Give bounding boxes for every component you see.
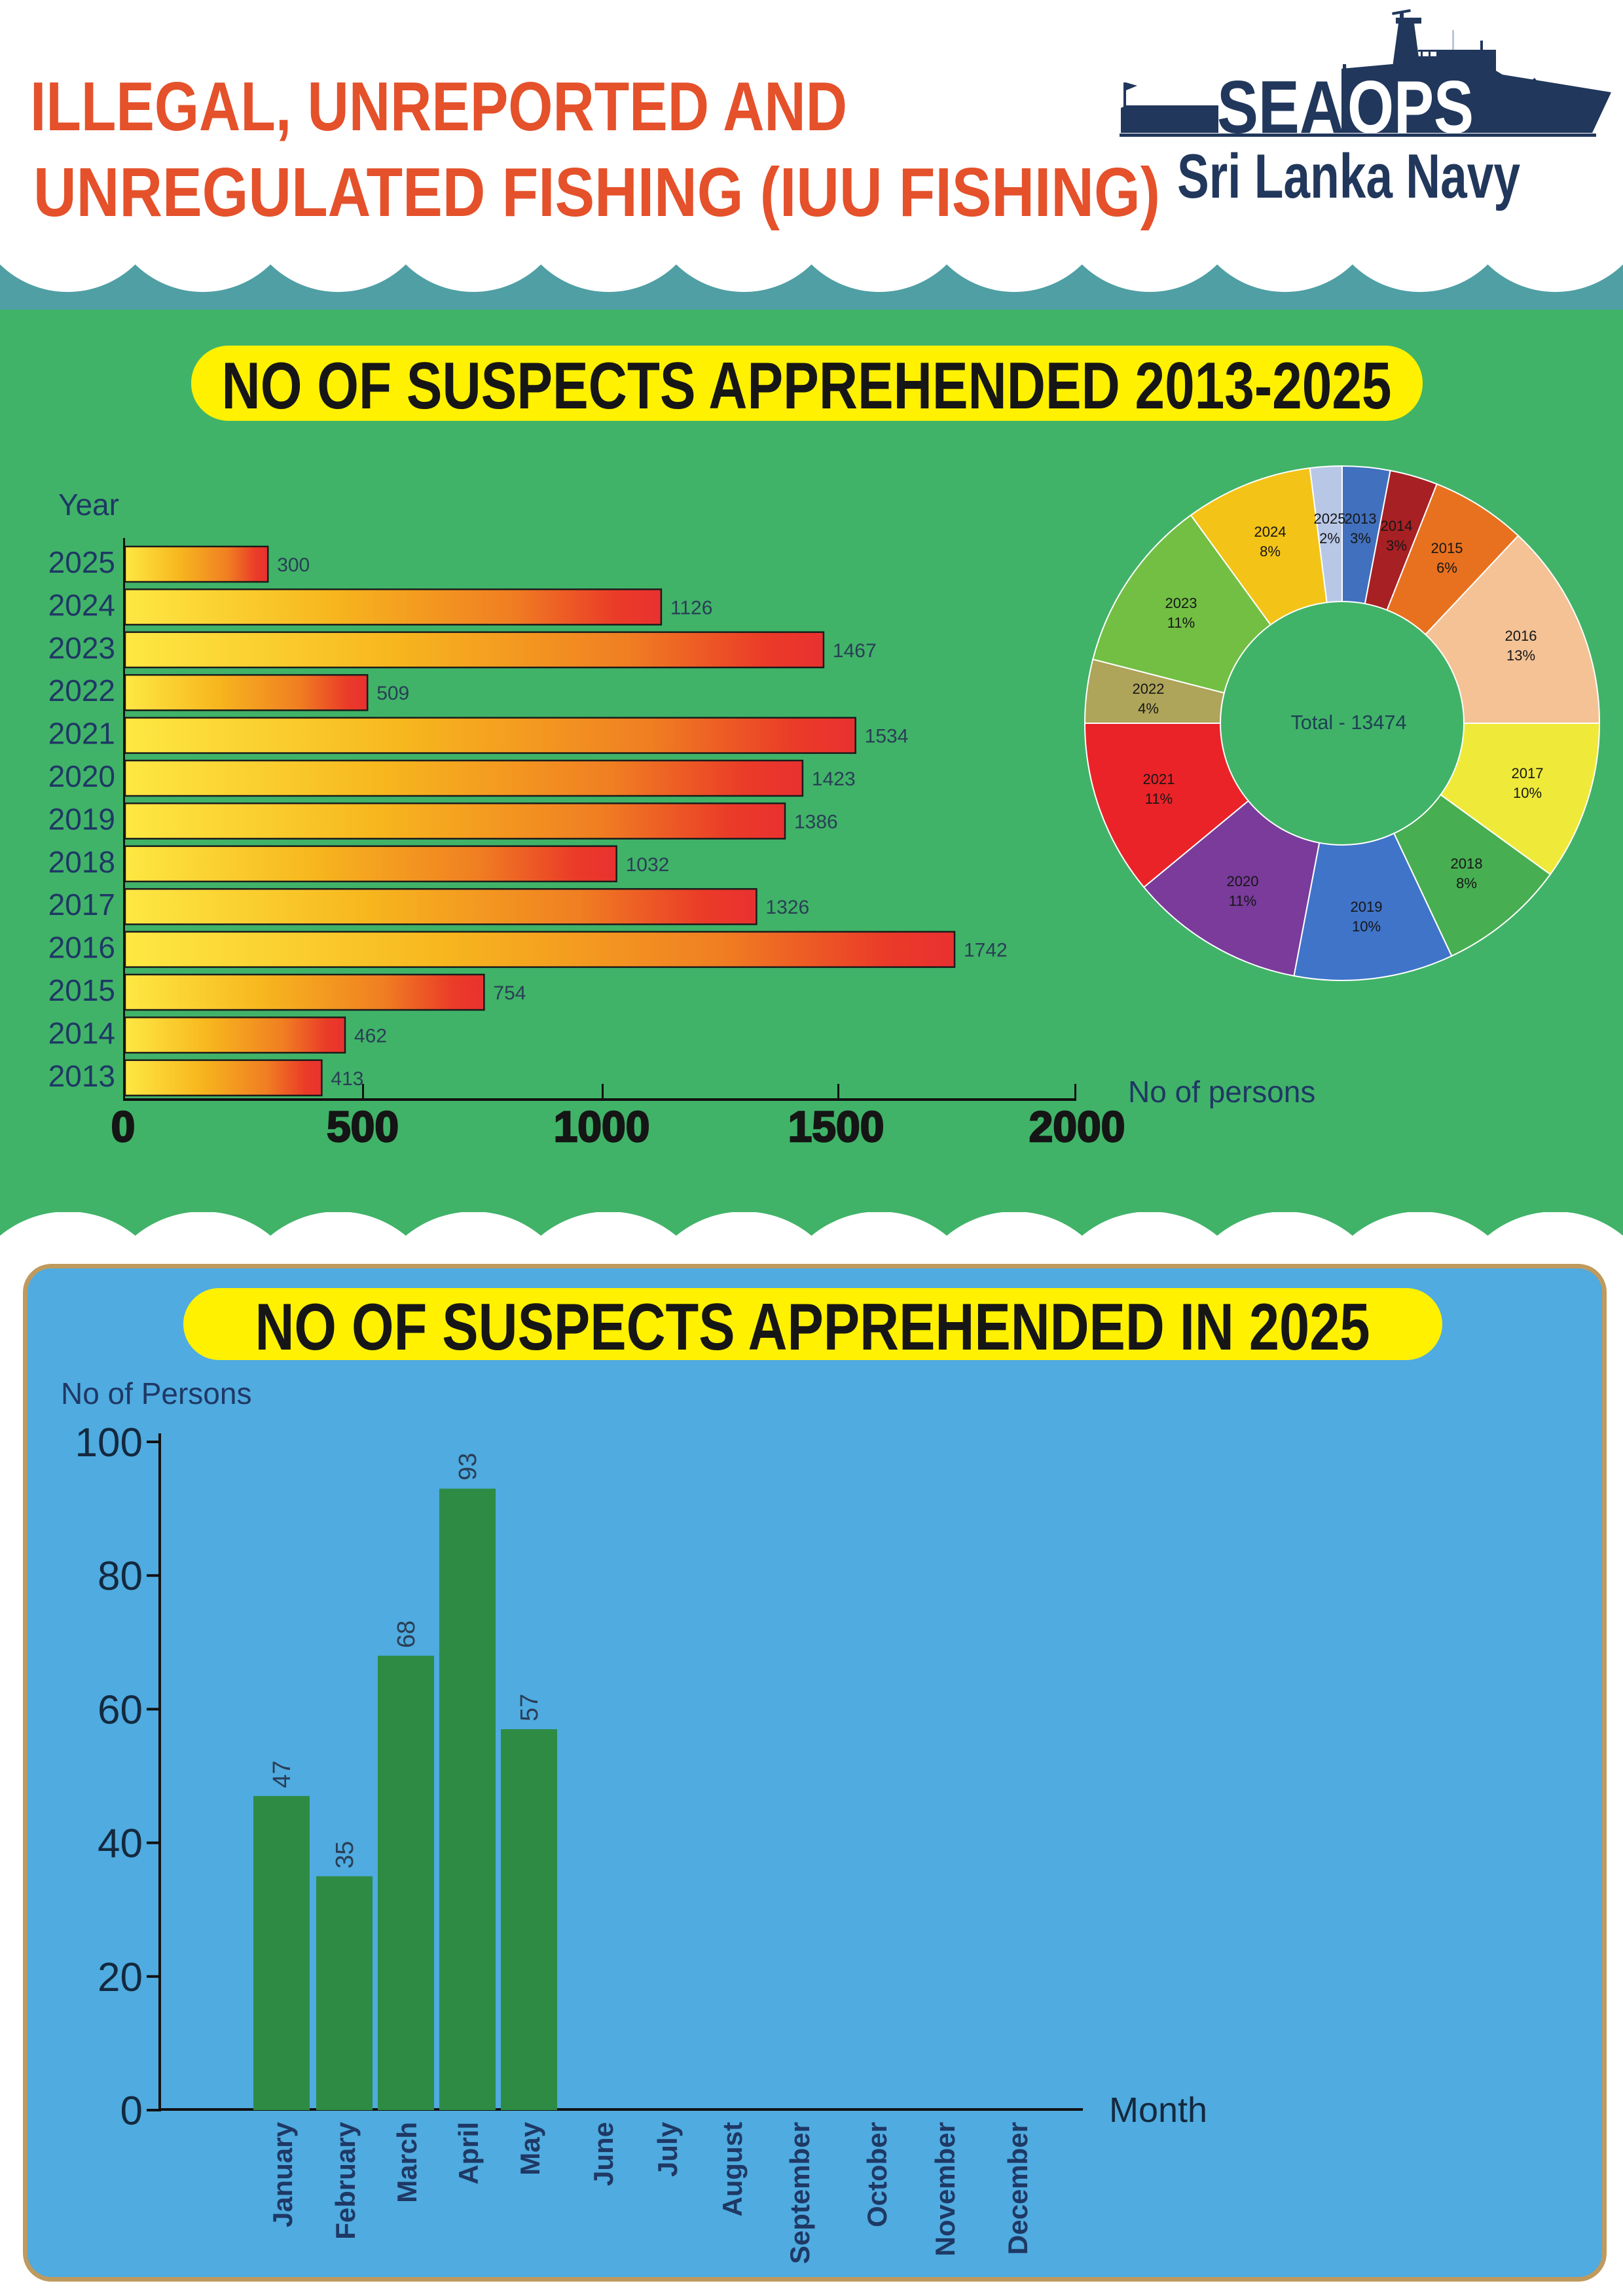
svg-text:1386: 1386 [794, 811, 838, 833]
svg-text:10%: 10% [1513, 785, 1542, 801]
svg-text:2019: 2019 [48, 802, 115, 836]
svg-text:1500: 1500 [788, 1102, 884, 1151]
svg-text:8%: 8% [1260, 543, 1281, 560]
svg-text:January: January [267, 2121, 298, 2227]
svg-text:2016: 2016 [48, 931, 115, 965]
svg-text:2021: 2021 [1143, 771, 1175, 787]
svg-text:6%: 6% [1436, 560, 1457, 576]
svg-text:2014: 2014 [1381, 518, 1413, 534]
svg-text:10%: 10% [1352, 918, 1381, 935]
svg-text:Month: Month [1109, 2090, 1207, 2130]
svg-text:3%: 3% [1350, 530, 1371, 547]
svg-text:80: 80 [98, 1554, 143, 1599]
svg-text:2023: 2023 [48, 631, 115, 665]
svg-text:2018: 2018 [48, 845, 115, 879]
svg-text:March: March [392, 2122, 422, 2203]
svg-text:1032: 1032 [626, 854, 670, 876]
svg-text:February: February [330, 2121, 361, 2239]
svg-text:40: 40 [98, 1821, 143, 1867]
svg-text:2024: 2024 [1254, 524, 1286, 540]
svg-text:1126: 1126 [670, 597, 713, 619]
svg-text:60: 60 [98, 1687, 143, 1732]
svg-text:93: 93 [454, 1453, 482, 1480]
svg-text:13%: 13% [1506, 647, 1535, 664]
svg-text:OPS: OPS [1347, 66, 1474, 149]
svg-text:Total - 13474: Total - 13474 [1291, 711, 1407, 734]
svg-text:11%: 11% [1229, 893, 1256, 909]
svg-text:June: June [588, 2122, 619, 2186]
svg-text:35: 35 [331, 1841, 359, 1869]
svg-text:8%: 8% [1456, 875, 1477, 891]
svg-text:2020: 2020 [48, 759, 115, 793]
svg-text:0: 0 [120, 2089, 143, 2134]
svg-text:2017: 2017 [1512, 765, 1544, 781]
svg-text:2013: 2013 [1345, 511, 1377, 527]
svg-text:2014: 2014 [48, 1016, 115, 1050]
svg-text:2025: 2025 [1314, 511, 1346, 527]
svg-text:100: 100 [75, 1420, 143, 1465]
svg-text:11%: 11% [1167, 615, 1195, 631]
svg-text:2015: 2015 [48, 973, 115, 1007]
svg-text:December: December [1002, 2122, 1033, 2255]
svg-text:509: 509 [376, 683, 409, 704]
svg-text:UNREGULATED FISHING (IUU FISHI: UNREGULATED FISHING (IUU FISHING) [33, 154, 1160, 231]
svg-text:No of Persons: No of Persons [61, 1376, 251, 1410]
svg-text:462: 462 [354, 1025, 387, 1047]
svg-text:2023: 2023 [1165, 595, 1197, 611]
svg-text:68: 68 [393, 1621, 420, 1648]
svg-text:August: August [717, 2122, 748, 2217]
svg-text:2015: 2015 [1431, 540, 1463, 556]
svg-text:47: 47 [268, 1761, 296, 1788]
svg-text:2%: 2% [1319, 530, 1340, 547]
svg-text:2020: 2020 [1227, 873, 1259, 889]
svg-text:300: 300 [277, 554, 310, 576]
svg-text:2024: 2024 [48, 588, 115, 622]
svg-text:1326: 1326 [765, 897, 809, 918]
svg-text:57: 57 [516, 1694, 543, 1721]
svg-text:No of persons: No of persons [1128, 1075, 1315, 1109]
svg-text:2016: 2016 [1505, 628, 1537, 644]
svg-text:1742: 1742 [964, 940, 1008, 961]
svg-text:April: April [453, 2122, 484, 2185]
svg-text:0: 0 [111, 1102, 136, 1151]
svg-text:2019: 2019 [1351, 899, 1383, 915]
svg-text:3%: 3% [1386, 537, 1407, 554]
svg-text:11%: 11% [1145, 791, 1173, 807]
svg-text:Year: Year [58, 488, 119, 522]
svg-text:ILLEGAL, UNREPORTED AND: ILLEGAL, UNREPORTED AND [30, 68, 847, 145]
svg-text:2013: 2013 [48, 1059, 115, 1093]
svg-text:September: September [784, 2122, 815, 2264]
svg-text:Sri Lanka Navy: Sri Lanka Navy [1177, 141, 1520, 211]
svg-text:July: July [652, 2121, 683, 2177]
svg-text:2025: 2025 [48, 545, 115, 579]
svg-text:4%: 4% [1138, 700, 1159, 717]
svg-text:754: 754 [493, 982, 526, 1004]
svg-text:NO OF SUSPECTS APPREHENDED IN: NO OF SUSPECTS APPREHENDED IN 2025 [255, 1291, 1370, 1364]
svg-text:May: May [515, 2121, 545, 2175]
svg-text:1534: 1534 [865, 726, 909, 747]
svg-text:2022: 2022 [1133, 681, 1165, 697]
svg-text:20: 20 [98, 1955, 143, 2000]
svg-text:SEA: SEA [1217, 66, 1344, 149]
svg-text:2000: 2000 [1029, 1102, 1125, 1151]
svg-text:October: October [862, 2122, 892, 2227]
svg-text:2018: 2018 [1451, 855, 1483, 872]
svg-text:November: November [930, 2122, 960, 2256]
svg-text:NO OF SUSPECTS APPREHENDED 201: NO OF SUSPECTS APPREHENDED 2013-2025 [222, 350, 1392, 423]
svg-text:1423: 1423 [812, 768, 856, 790]
svg-text:2021: 2021 [48, 717, 115, 751]
svg-text:413: 413 [331, 1068, 363, 1090]
svg-text:1000: 1000 [554, 1102, 650, 1151]
svg-text:2022: 2022 [48, 673, 115, 708]
svg-text:2017: 2017 [48, 888, 115, 922]
svg-text:500: 500 [327, 1102, 399, 1151]
svg-text:1467: 1467 [833, 640, 877, 662]
